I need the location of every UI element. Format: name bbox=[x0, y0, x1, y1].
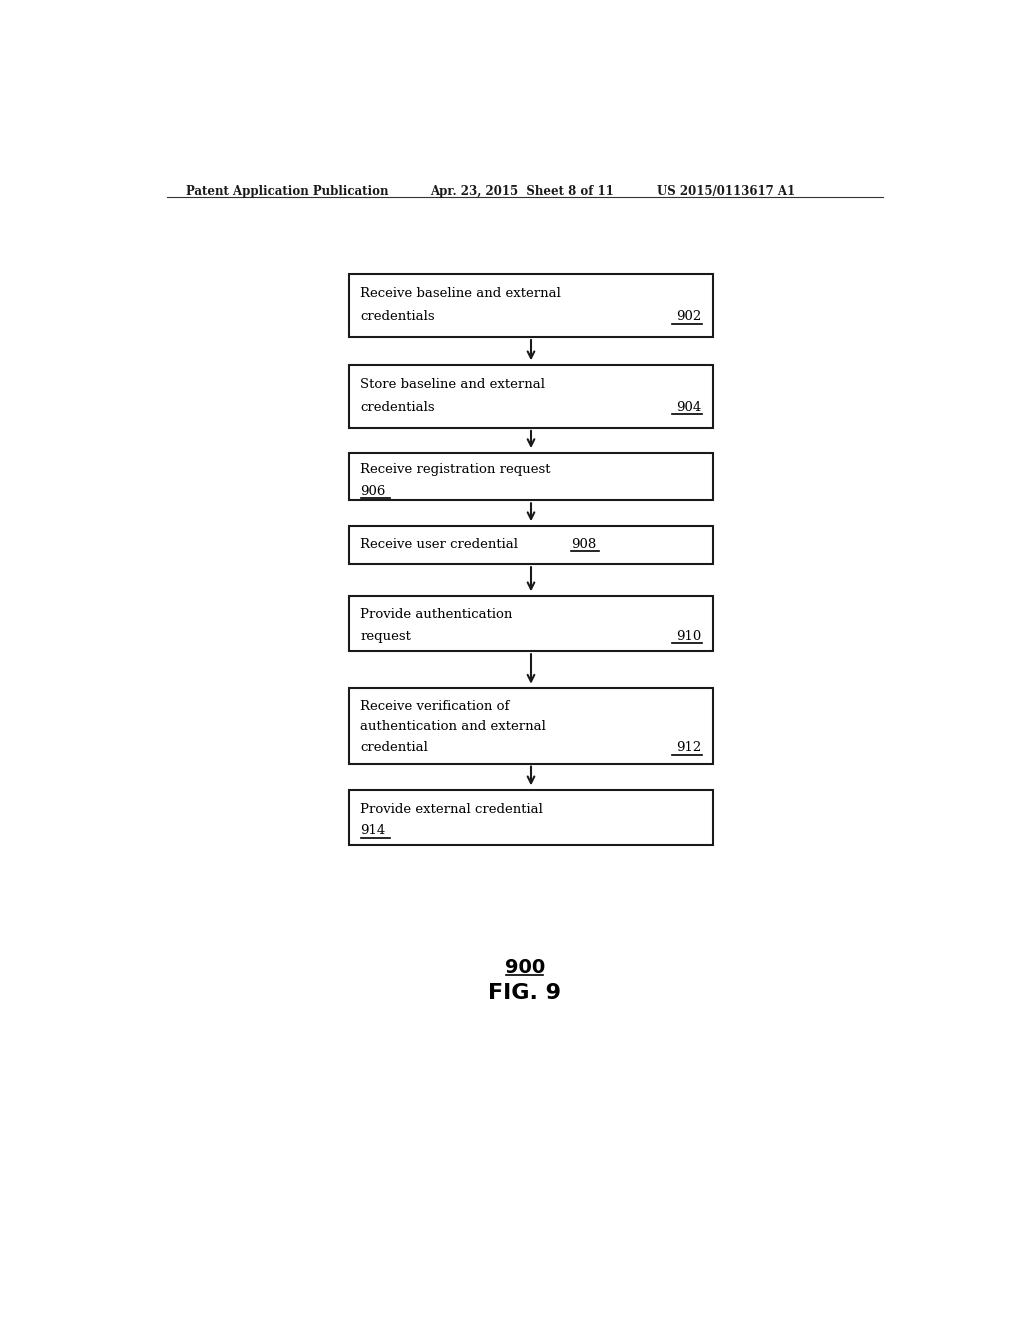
Text: credentials: credentials bbox=[360, 310, 435, 323]
Text: Provide external credential: Provide external credential bbox=[360, 803, 544, 816]
Bar bbox=[349, 595, 713, 651]
Text: request: request bbox=[360, 630, 412, 643]
Text: 906: 906 bbox=[360, 484, 386, 498]
Text: 914: 914 bbox=[360, 825, 386, 837]
Text: Receive user credential: Receive user credential bbox=[360, 539, 527, 550]
Text: credential: credential bbox=[360, 742, 428, 754]
Text: Receive registration request: Receive registration request bbox=[360, 463, 551, 477]
Text: Patent Application Publication: Patent Application Publication bbox=[186, 185, 389, 198]
Text: US 2015/0113617 A1: US 2015/0113617 A1 bbox=[656, 185, 795, 198]
Text: FIG. 9: FIG. 9 bbox=[488, 983, 561, 1003]
Text: Provide authentication: Provide authentication bbox=[360, 609, 513, 622]
Text: 908: 908 bbox=[571, 539, 597, 550]
Text: 902: 902 bbox=[676, 310, 701, 323]
Text: Store baseline and external: Store baseline and external bbox=[360, 378, 546, 391]
Bar bbox=[349, 275, 713, 337]
Text: Apr. 23, 2015  Sheet 8 of 11: Apr. 23, 2015 Sheet 8 of 11 bbox=[430, 185, 614, 198]
Text: 904: 904 bbox=[676, 401, 701, 414]
Text: 900: 900 bbox=[505, 958, 545, 977]
Text: Receive baseline and external: Receive baseline and external bbox=[360, 286, 561, 300]
Text: 912: 912 bbox=[676, 742, 701, 754]
Text: Receive verification of: Receive verification of bbox=[360, 700, 510, 713]
Text: authentication and external: authentication and external bbox=[360, 721, 547, 734]
Bar bbox=[349, 525, 713, 564]
Bar bbox=[349, 364, 713, 428]
Bar bbox=[349, 453, 713, 500]
Bar bbox=[349, 789, 713, 845]
Bar bbox=[349, 688, 713, 763]
Text: credentials: credentials bbox=[360, 401, 435, 414]
Text: 910: 910 bbox=[676, 630, 701, 643]
